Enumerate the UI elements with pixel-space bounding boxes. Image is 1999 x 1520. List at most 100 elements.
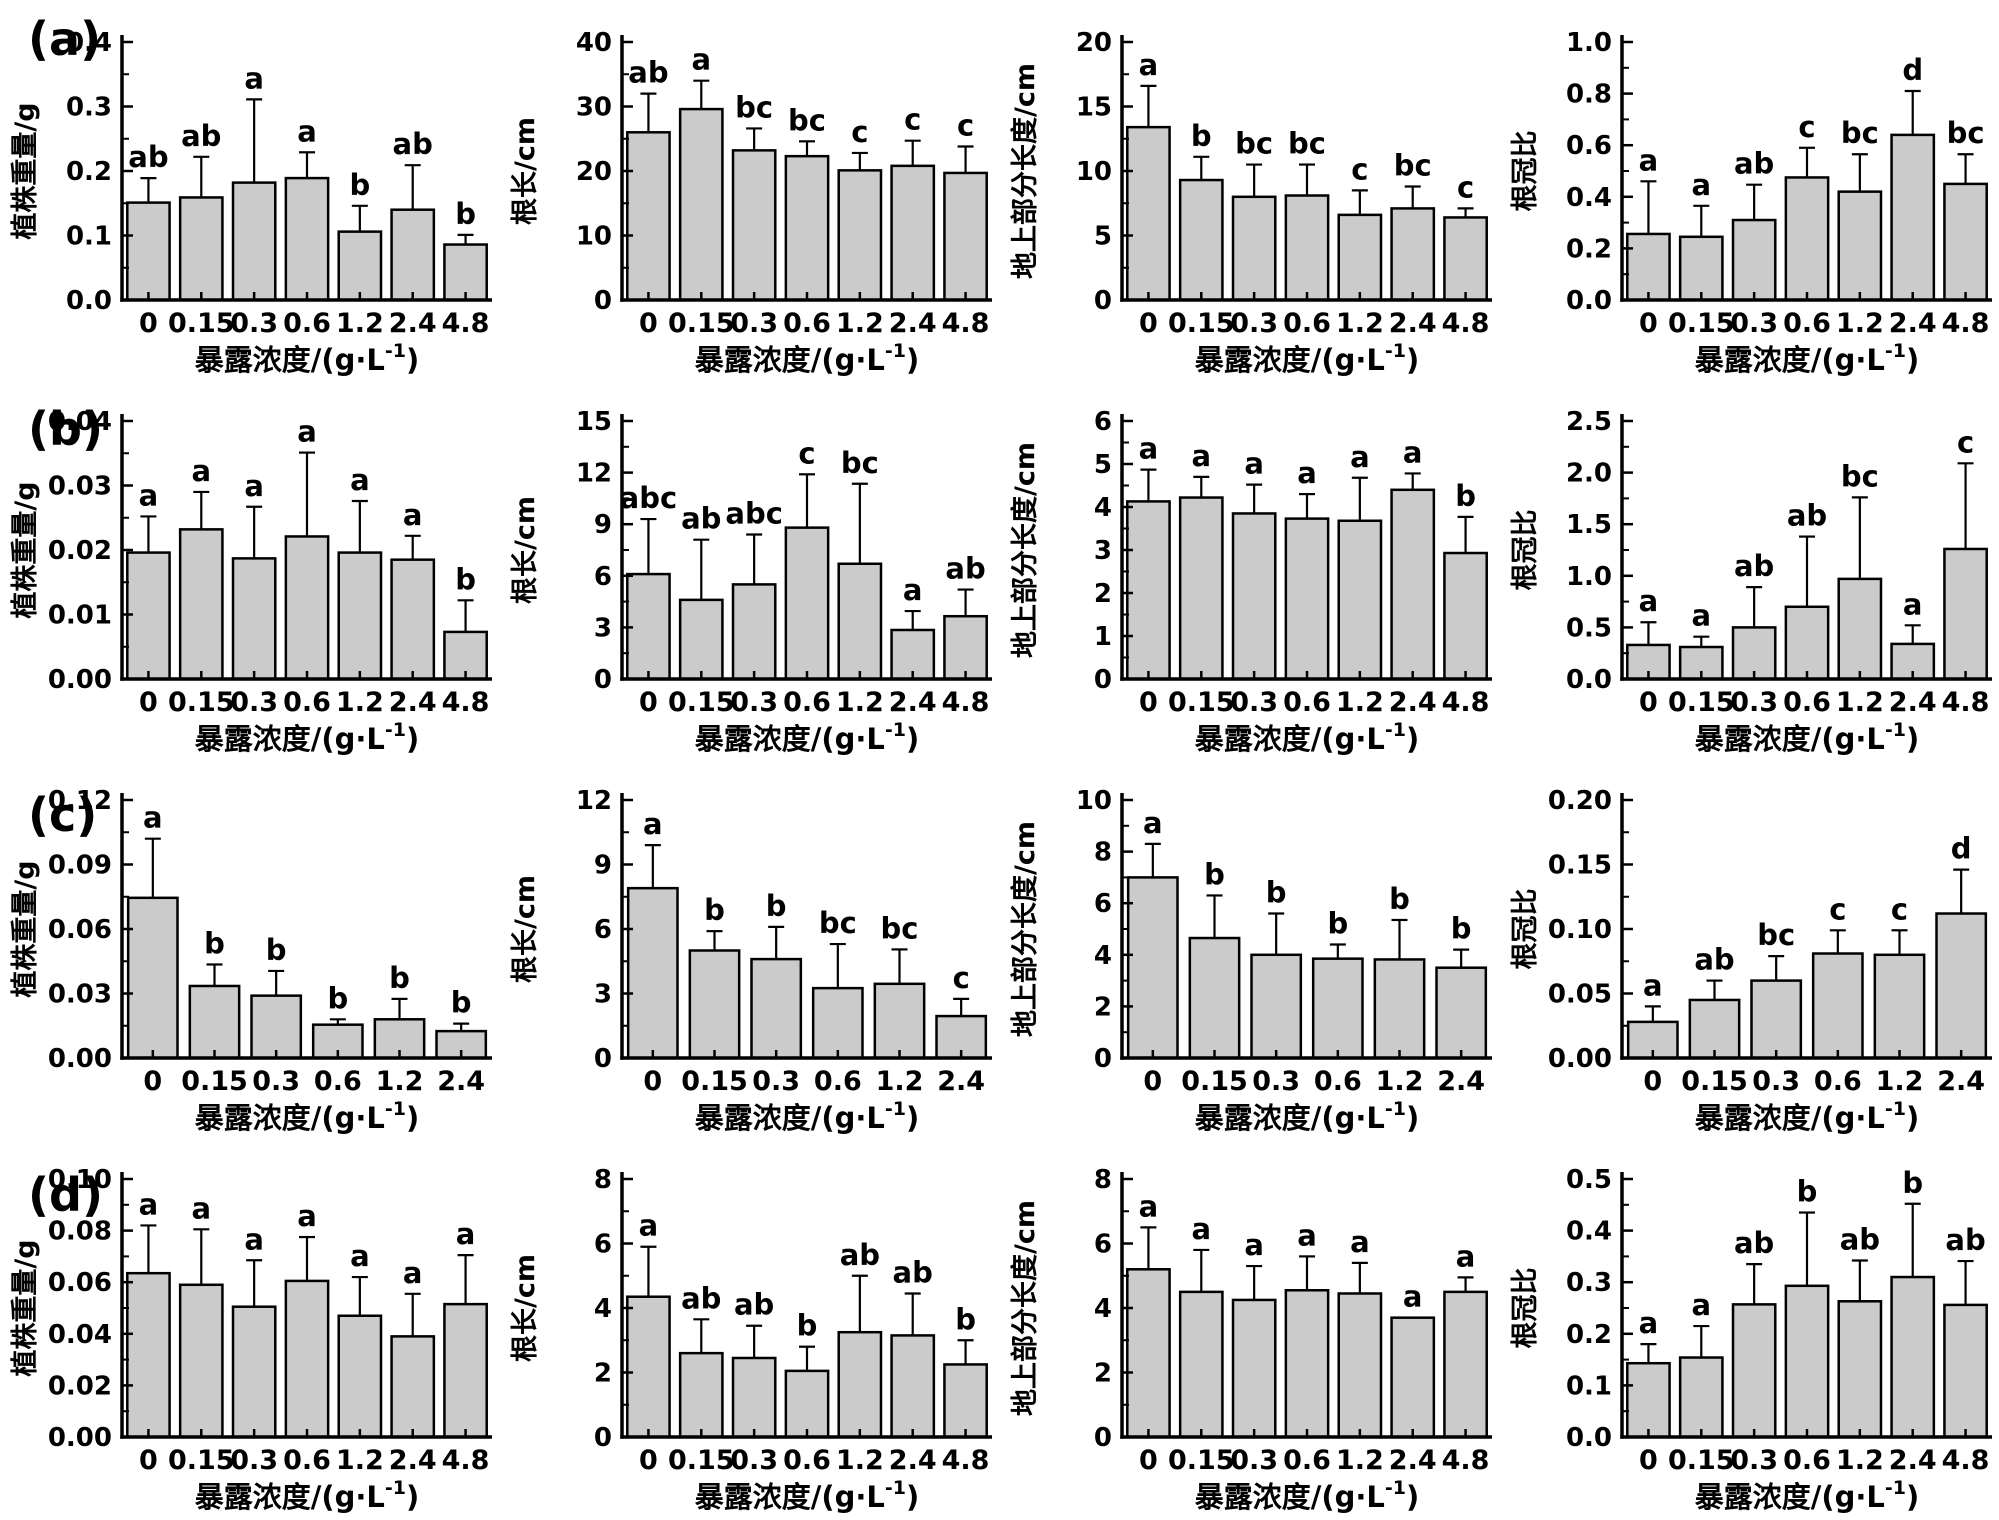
x-tick-label: 2.4 <box>889 687 937 718</box>
y-tick-label: 30 <box>576 93 612 123</box>
sig-letter: ab <box>628 56 668 90</box>
x-tick-label: 4.8 <box>942 308 990 339</box>
y-tick-label: 2.5 <box>1566 407 1612 437</box>
y-tick-label: 0.04 <box>48 407 112 437</box>
sig-letter: a <box>350 1239 370 1273</box>
sig-letter: b <box>766 889 787 923</box>
y-tick-label: 12 <box>576 459 612 489</box>
y-axis-title: 地上部分长度/cm <box>1009 442 1041 658</box>
y-tick-label: 0.4 <box>1566 183 1612 213</box>
x-tick-label: 0 <box>1139 1445 1158 1476</box>
x-tick-label: 0 <box>639 1445 658 1476</box>
bar <box>1750 979 1803 1060</box>
x-tick-label: 0.15 <box>1668 1445 1735 1476</box>
bar <box>688 949 741 1060</box>
sig-letter: c <box>953 961 970 995</box>
y-tick-label: 15 <box>576 407 612 437</box>
bar <box>1284 517 1330 681</box>
bar <box>1337 519 1383 681</box>
sig-letter: a <box>1244 1228 1264 1262</box>
y-tick-label: 0.00 <box>1548 1044 1612 1074</box>
y-axis-title: 植株重量/g <box>9 860 41 997</box>
sig-letter: bc <box>735 90 773 124</box>
y-tick-label: 3 <box>594 980 612 1010</box>
sig-letter: bc <box>788 103 826 137</box>
sig-letter: c <box>957 108 974 142</box>
x-tick-label: 1.2 <box>836 1445 884 1476</box>
y-tick-label: 0.10 <box>48 1165 112 1195</box>
bar <box>1811 952 1864 1060</box>
sig-letter: a <box>1403 435 1423 469</box>
y-tick-label: 0.06 <box>48 1268 112 1298</box>
x-tick-label: 0 <box>639 308 658 339</box>
y-tick-label: 12 <box>576 786 612 816</box>
y-tick-label: 0.2 <box>66 157 112 187</box>
y-tick-label: 0.06 <box>48 915 112 945</box>
y-tick-label: 0.3 <box>1566 1268 1612 1298</box>
sig-letter: a <box>350 463 370 497</box>
sig-letter: b <box>455 562 476 596</box>
sig-letter: a <box>1139 1189 1159 1223</box>
panel-label-b: (b) <box>28 402 103 456</box>
y-tick-label: 0 <box>1094 665 1112 695</box>
y-tick-label: 2 <box>1094 1359 1112 1389</box>
x-tick-label: 0.3 <box>230 687 278 718</box>
sig-letter: a <box>1297 456 1317 490</box>
y-tick-label: 0 <box>594 1044 612 1074</box>
y-tick-label: 1.5 <box>1566 510 1612 540</box>
bar <box>126 201 171 302</box>
bar <box>1126 125 1171 302</box>
sig-letter: b <box>1204 857 1225 891</box>
x-tick-label: 4.8 <box>1442 1445 1490 1476</box>
bar <box>1626 232 1671 302</box>
y-tick-label: 0.8 <box>1566 80 1612 110</box>
sig-letter: d <box>1902 53 1923 87</box>
x-axis-title: 暴露浓度/(g·L-1) <box>195 340 419 377</box>
x-tick-label: 2.4 <box>889 1445 937 1476</box>
bar <box>1890 1275 1936 1439</box>
bar <box>626 1295 671 1439</box>
bar <box>443 1302 488 1439</box>
sig-letter: bc <box>881 911 919 945</box>
x-axis-title: 暴露浓度/(g·L-1) <box>195 1098 419 1135</box>
sig-letter: c <box>851 115 868 149</box>
chart-cell-a4: a 0 a 0.15 ab 0.3 c 0.6 bc 1.2 d 2.4 bc 4.8 0.0 0.2 0.4 0… <box>1500 0 1999 379</box>
bar-chart-c3: a 0 b 0.15 b 0.3 b 0.6 b 1.2 b 2.4 0 2 4 6 8 10 地上部分长度/cm 暴… <box>1009 786 1492 1135</box>
bar <box>678 1351 724 1439</box>
y-tick-label: 0.2 <box>1566 1320 1612 1350</box>
bar <box>678 107 724 302</box>
bar <box>1678 1356 1724 1439</box>
y-tick-label: 4 <box>1094 1294 1112 1324</box>
y-tick-label: 2 <box>1094 992 1112 1022</box>
sig-letter: c <box>798 436 815 470</box>
sig-letter: a <box>1143 806 1163 840</box>
x-tick-label: 2.4 <box>937 1066 985 1097</box>
x-tick-label: 0.15 <box>668 308 735 339</box>
x-tick-label: 2.4 <box>1937 1066 1985 1097</box>
x-tick-label: 0.6 <box>314 1066 362 1097</box>
bar <box>1943 547 1988 681</box>
y-axis-title: 根冠比 <box>1510 1268 1541 1349</box>
bar <box>1284 194 1330 302</box>
bar-chart-d4: a 0 a 0.15 ab 0.3 b 0.6 ab 1.2 b 2.4 ab 4.8 0.0 0.1 0.2 0… <box>1510 1165 1992 1514</box>
x-tick-label: 0 <box>1139 308 1158 339</box>
x-tick-label: 1.2 <box>336 687 384 718</box>
x-axis-title: 暴露浓度/(g·L-1) <box>695 719 919 756</box>
sig-letter: ab <box>393 127 433 161</box>
sig-letter: bc <box>819 906 857 940</box>
sig-letter: abc <box>725 497 783 531</box>
y-tick-label: 0.5 <box>1566 613 1612 643</box>
bar-chart-d2: a 0 ab 0.15 ab 0.3 b 0.6 ab 1.2 ab 2.4 b 4.8 0 2 4 6 8 根长/c… <box>510 1165 992 1514</box>
bar <box>1837 1300 1883 1439</box>
sig-letter: b <box>955 1302 976 1336</box>
y-tick-label: 6 <box>594 1230 612 1260</box>
bar <box>1837 190 1883 302</box>
sig-letter: a <box>1297 1218 1317 1252</box>
x-tick-label: 2.4 <box>889 308 937 339</box>
sig-letter: a <box>1350 1225 1370 1259</box>
y-tick-label: 6 <box>1094 1230 1112 1260</box>
y-tick-label: 1 <box>1094 622 1112 652</box>
x-tick-label: 2.4 <box>1389 308 1437 339</box>
bar <box>126 551 171 681</box>
y-axis-title: 根冠比 <box>1510 510 1541 591</box>
